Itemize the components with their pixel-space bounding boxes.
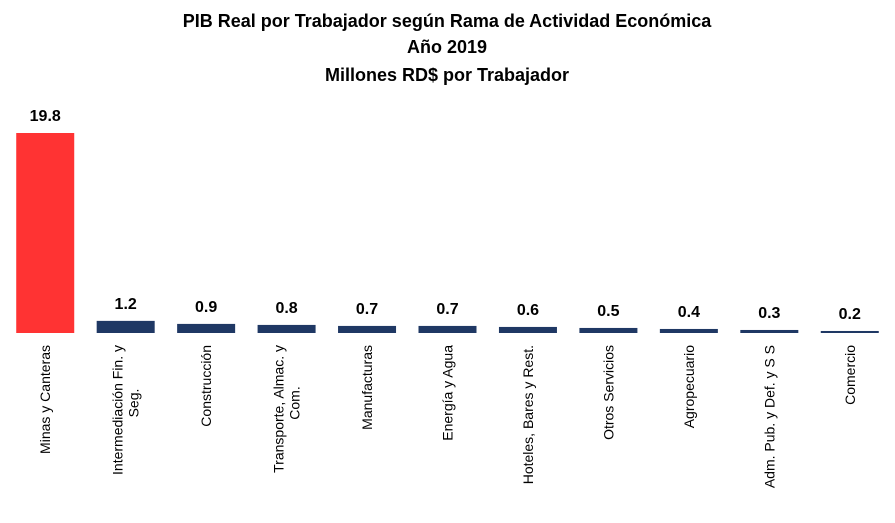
- bar: [338, 325, 397, 333]
- y-axis-label: Millones RD$ por Trabajador: [325, 65, 569, 85]
- data-label: 0.8: [275, 300, 297, 317]
- bar: [740, 329, 799, 333]
- bar: [418, 325, 477, 333]
- chart-title: PIB Real por Trabajador según Rama de Ac…: [183, 11, 712, 31]
- bar: [16, 133, 75, 333]
- bar: [820, 330, 879, 333]
- x-tick-label: Agropecuario: [681, 345, 697, 428]
- x-tick-label: Manufacturas: [359, 345, 375, 430]
- bar: [257, 324, 316, 333]
- data-label: 0.5: [597, 303, 619, 320]
- data-label: 0.4: [678, 304, 700, 321]
- data-label: 1.2: [115, 296, 137, 313]
- bar: [96, 320, 155, 333]
- data-label: 0.3: [758, 305, 780, 322]
- chart-subtitle: Año 2019: [407, 37, 487, 57]
- bar: [177, 323, 236, 333]
- data-label: 0.9: [195, 299, 217, 316]
- x-tick-label: Comercio: [842, 345, 858, 405]
- bar: [498, 326, 557, 333]
- x-tick-label: Transporte, Almac. yCom.: [271, 345, 303, 473]
- x-tick-label: Intermediación Fin. ySeg.: [110, 345, 142, 475]
- data-label: 0.6: [517, 302, 539, 319]
- data-label: 0.7: [436, 301, 458, 318]
- x-tick-label: Construcción: [198, 345, 214, 427]
- data-label: 0.7: [356, 301, 378, 318]
- x-tick-label: Energía y Agua: [440, 345, 456, 441]
- x-tick-label: Otros Servicios: [600, 345, 616, 440]
- data-label: 0.2: [839, 306, 861, 323]
- x-tick-label: Adm. Pub. y Def. y S S: [761, 345, 777, 488]
- x-tick-label: Minas y Canteras: [37, 345, 53, 454]
- bar: [659, 328, 718, 333]
- x-tick-label: Hoteles, Bares y Rest.: [520, 345, 536, 484]
- data-label: 19.8: [30, 108, 61, 125]
- bar: [579, 327, 638, 333]
